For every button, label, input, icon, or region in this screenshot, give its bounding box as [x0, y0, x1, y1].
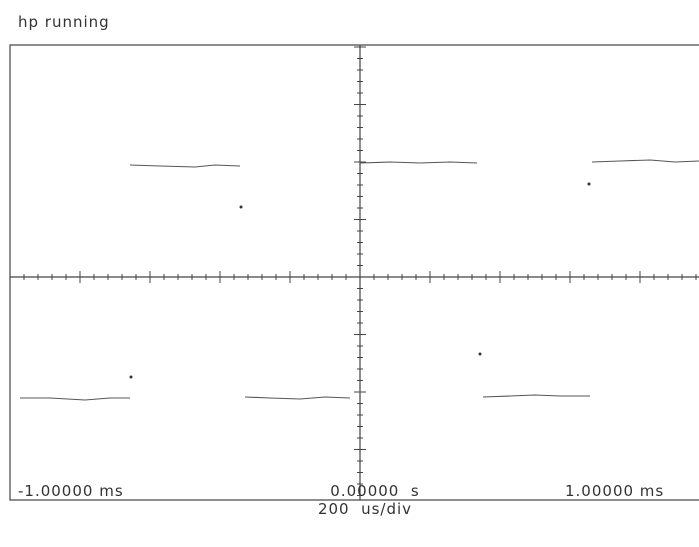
trace — [20, 397, 130, 401]
trace — [359, 161, 478, 164]
time-center: 0.00000 s — [330, 482, 419, 500]
trace-dot — [239, 205, 243, 209]
trace — [244, 396, 351, 400]
status-title: hp running — [18, 13, 110, 31]
trace — [482, 394, 590, 398]
trace — [129, 164, 241, 168]
time-scale: 200 us/div — [318, 500, 412, 518]
time-left: -1.00000 ms — [18, 482, 124, 500]
trace-dot — [478, 352, 482, 356]
trace — [591, 159, 699, 163]
trace-dot — [129, 375, 133, 379]
graticule-ticks — [9, 46, 697, 496]
time-right: 1.00000 ms — [565, 482, 664, 500]
trace-dot — [587, 182, 591, 186]
graticule-frame — [9, 44, 699, 501]
